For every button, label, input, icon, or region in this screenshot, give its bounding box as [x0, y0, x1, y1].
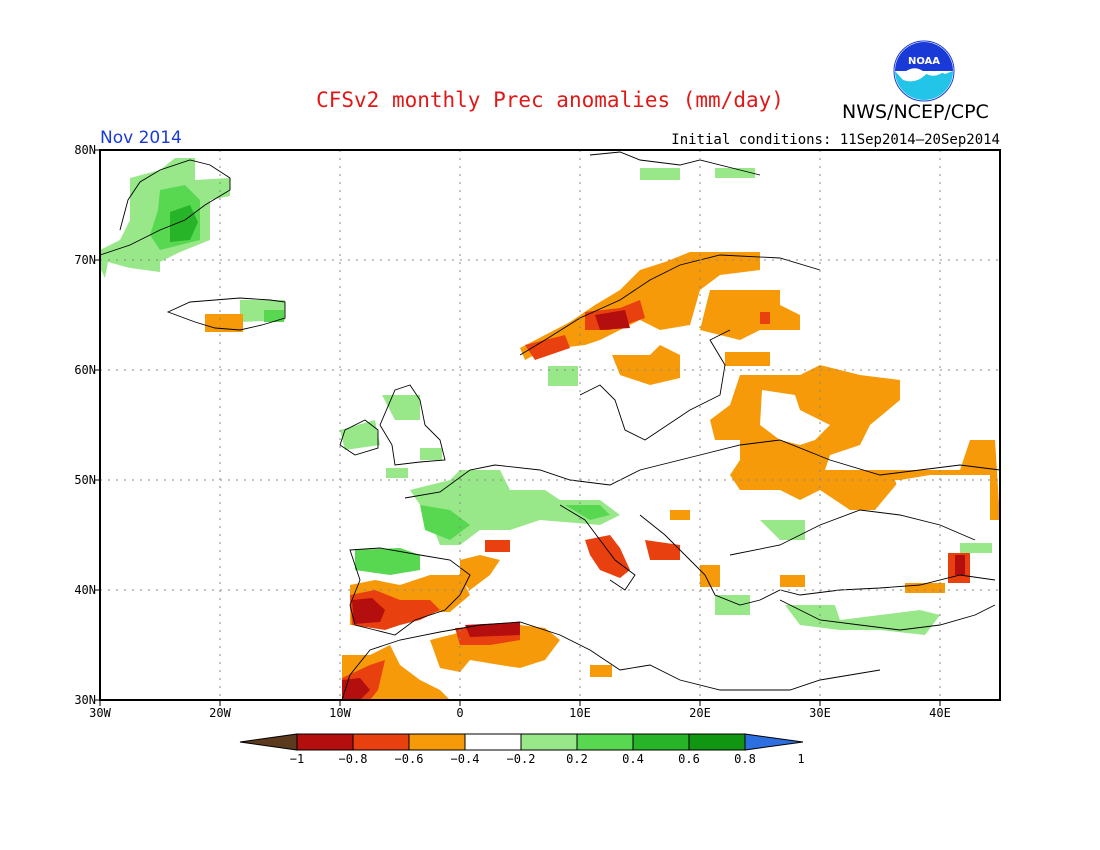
lat-label: 30N: [74, 693, 96, 707]
lon-label: 20E: [689, 706, 711, 720]
colorbar-label: 0.6: [678, 752, 700, 766]
lon-label: 30E: [809, 706, 831, 720]
colorbar-label: −1: [289, 752, 305, 766]
colorbar-swatch: [408, 733, 466, 751]
colorbar-swatch: [464, 733, 522, 751]
lon-label: 30W: [89, 706, 111, 720]
colorbar-label: 0.8: [734, 752, 756, 766]
colorbar-label: 1: [797, 752, 805, 766]
forecast-month: Nov 2014: [100, 128, 182, 148]
colorbar-swatch: [632, 733, 690, 751]
colorbar-swatch: [296, 733, 354, 751]
colorbar-label: −0.8: [338, 752, 368, 766]
colorbar-swatch: [520, 733, 578, 751]
coastlines: [99, 151, 1001, 701]
map-frame: [99, 149, 1001, 701]
lon-label: 10W: [329, 706, 351, 720]
colorbar-label: −0.2: [506, 752, 536, 766]
axis-ticks: [94, 149, 941, 706]
lat-label: 80N: [74, 143, 96, 157]
colorbar: [239, 733, 804, 751]
colorbar-label: 0.4: [622, 752, 644, 766]
colorbar-swatch: [352, 733, 410, 751]
colorbar-label: −0.4: [450, 752, 480, 766]
lat-label: 60N: [74, 363, 96, 377]
lon-label: 20W: [209, 706, 231, 720]
anomaly-patches: [100, 158, 1000, 700]
organization-label: NWS/NCEP/CPC: [842, 101, 989, 123]
colorbar-swatch: [688, 733, 746, 751]
colorbar-arrow-high: [744, 733, 804, 751]
lon-label: 40E: [929, 706, 951, 720]
lat-label: 70N: [74, 253, 96, 267]
noaa-logo: NOAA: [893, 40, 955, 102]
colorbar-label: 0.2: [566, 752, 588, 766]
initial-conditions: Initial conditions: 11Sep2014–20Sep2014: [671, 132, 1000, 148]
lat-label: 50N: [74, 473, 96, 487]
lat-label: 40N: [74, 583, 96, 597]
colorbar-swatch: [576, 733, 634, 751]
lon-label: 10E: [569, 706, 591, 720]
lon-label: 0: [456, 706, 464, 720]
map-title: CFSv2 monthly Prec anomalies (mm/day): [316, 88, 784, 112]
noaa-logo-text: NOAA: [908, 56, 940, 67]
colorbar-arrow-low: [239, 733, 298, 751]
colorbar-label: −0.6: [394, 752, 424, 766]
gridlines: [100, 150, 1000, 700]
